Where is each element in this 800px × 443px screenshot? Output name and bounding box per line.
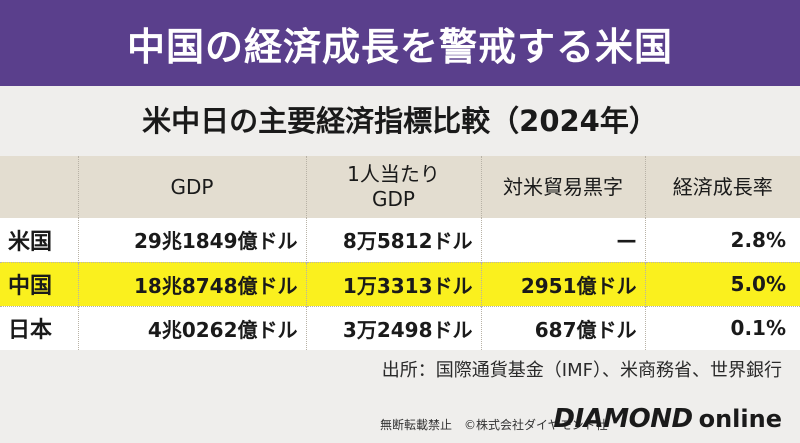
country-cell: 日本 (0, 306, 78, 350)
table-row-highlighted: 中国 18兆8748億ドル 1万3313ドル 2951億ドル 5.0% (0, 262, 800, 306)
gdp-cell: 18兆8748億ドル (78, 262, 306, 306)
trade-surplus-cell: — (481, 218, 645, 262)
header-gdp-per-capita-text: 1人当たり GDP (347, 162, 440, 212)
growth-cell: 2.8% (645, 218, 800, 262)
table-header-row: GDP 1人当たり GDP 対米貿易黒字 経済成長率 (0, 156, 800, 218)
country-cell: 中国 (0, 262, 78, 306)
growth-cell: 5.0% (645, 262, 800, 306)
table-row: 日本 4兆0262億ドル 3万2498ドル 687億ドル 0.1% (0, 306, 800, 350)
header-trade-surplus: 対米貿易黒字 (481, 156, 645, 218)
banner-title: 中国の経済成長を警戒する米国 (127, 16, 673, 71)
gdp-per-capita-cell: 8万5812ドル (306, 218, 481, 262)
header-growth-rate: 経済成長率 (645, 156, 800, 218)
chart-subtitle: 米中日の主要経済指標比較（2024年） (0, 86, 800, 152)
comparison-table: GDP 1人当たり GDP 対米貿易黒字 経済成長率 米国 29兆1849億ドル… (0, 156, 800, 350)
growth-cell: 0.1% (645, 306, 800, 350)
footer: 無断転載禁止 ©株式会社ダイヤモンド社 DIAMOND online (0, 398, 800, 443)
logo-suffix: online (699, 405, 782, 433)
trade-surplus-cell: 687億ドル (481, 306, 645, 350)
country-cell: 米国 (0, 218, 78, 262)
diamond-online-logo[interactable]: DIAMOND online (553, 404, 782, 434)
gdp-cell: 29兆1849億ドル (78, 218, 306, 262)
gdp-per-capita-cell: 3万2498ドル (306, 306, 481, 350)
header-blank (0, 156, 78, 218)
source-note: 出所：国際通貨基金（IMF）、米商務省、世界銀行 (382, 356, 782, 382)
gdp-cell: 4兆0262億ドル (78, 306, 306, 350)
header-gdp-per-capita: 1人当たり GDP (306, 156, 481, 218)
table-row: 米国 29兆1849億ドル 8万5812ドル — 2.8% (0, 218, 800, 262)
logo-brand: DIAMOND (553, 404, 692, 434)
gdp-per-capita-cell: 1万3313ドル (306, 262, 481, 306)
header-gdp: GDP (78, 156, 306, 218)
banner: 中国の経済成長を警戒する米国 (0, 0, 800, 86)
trade-surplus-cell: 2951億ドル (481, 262, 645, 306)
